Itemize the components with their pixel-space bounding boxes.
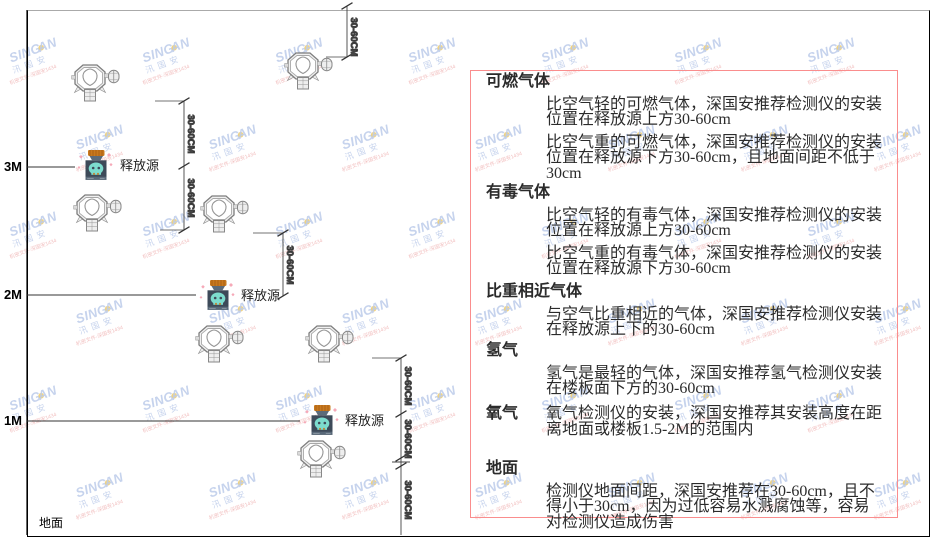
svg-text:1M: 1M bbox=[4, 413, 22, 428]
svg-text:3M: 3M bbox=[4, 159, 22, 174]
svg-text:2M: 2M bbox=[4, 287, 22, 302]
